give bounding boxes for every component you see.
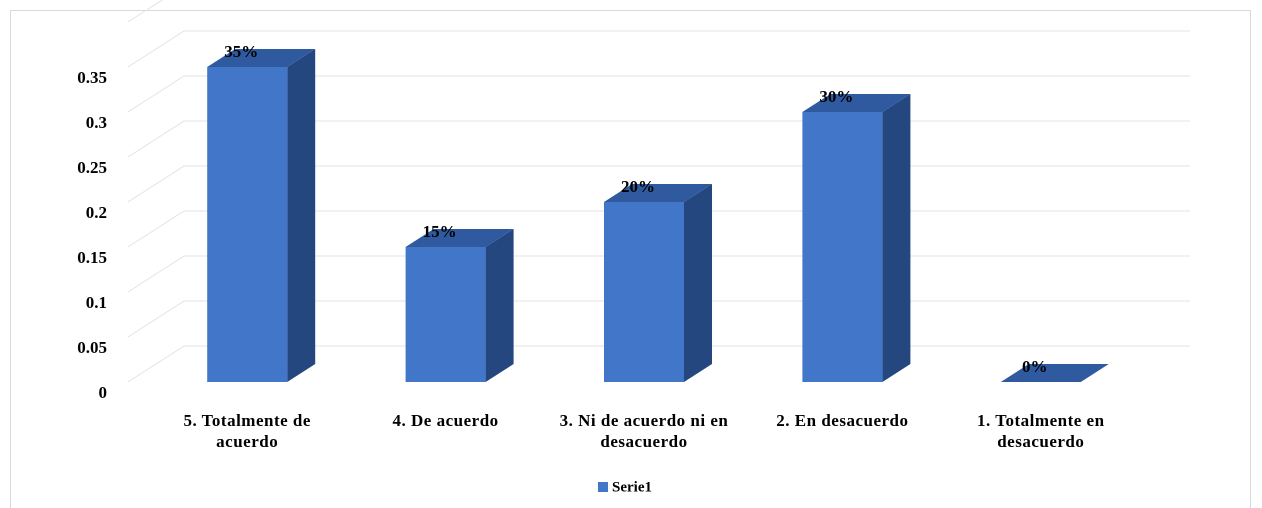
value-label: 15% xyxy=(423,222,457,241)
x-tick-label: 4. De acuerdo xyxy=(392,411,499,430)
grid-line xyxy=(127,75,1190,113)
x-tick-label: 2. En desacuerdo xyxy=(776,411,909,430)
y-tick-label: 0.05 xyxy=(77,338,107,357)
x-tick-label: 5. Totalmente de acuerdo xyxy=(183,411,311,451)
y-tick-label: 0.35 xyxy=(77,68,107,87)
bar-side xyxy=(485,229,514,382)
value-label: 0% xyxy=(1022,357,1048,376)
value-label: 20% xyxy=(621,177,655,196)
value-label: 35% xyxy=(224,42,258,61)
y-tick-label: 0.1 xyxy=(86,293,107,312)
chart-frame xyxy=(10,10,1251,508)
bar xyxy=(405,229,514,382)
bar-side xyxy=(287,49,316,382)
bar-side xyxy=(684,184,712,382)
bar-front xyxy=(604,202,684,382)
bar-top xyxy=(405,229,514,247)
bar xyxy=(1000,364,1109,382)
bar-top xyxy=(207,49,316,67)
value-label: 30% xyxy=(819,87,853,106)
grid-line xyxy=(127,0,164,23)
y-tick-label: 0.25 xyxy=(77,158,107,177)
bar-front xyxy=(802,112,883,382)
bar xyxy=(802,94,911,382)
x-tick-label: 1. Totalmente en desacuerdo xyxy=(977,411,1105,451)
bar-top xyxy=(1000,364,1109,382)
bar xyxy=(207,49,316,382)
y-tick-label: 0 xyxy=(99,383,108,402)
bar-front xyxy=(207,67,288,382)
bar-side xyxy=(882,94,911,382)
grid-line xyxy=(127,30,1190,68)
bar-top xyxy=(604,184,712,202)
y-tick-label: 0.3 xyxy=(86,113,107,132)
y-tick-label: 0.2 xyxy=(86,203,107,222)
legend-label: Serie1 xyxy=(612,479,652,495)
y-tick-label: 0.15 xyxy=(77,248,107,267)
bar xyxy=(604,184,712,382)
bar-front xyxy=(405,247,486,382)
bar-top xyxy=(802,94,911,112)
x-tick-label: 3. Ni de acuerdo ni en desacuerdo xyxy=(559,411,729,451)
legend-swatch xyxy=(598,482,608,492)
